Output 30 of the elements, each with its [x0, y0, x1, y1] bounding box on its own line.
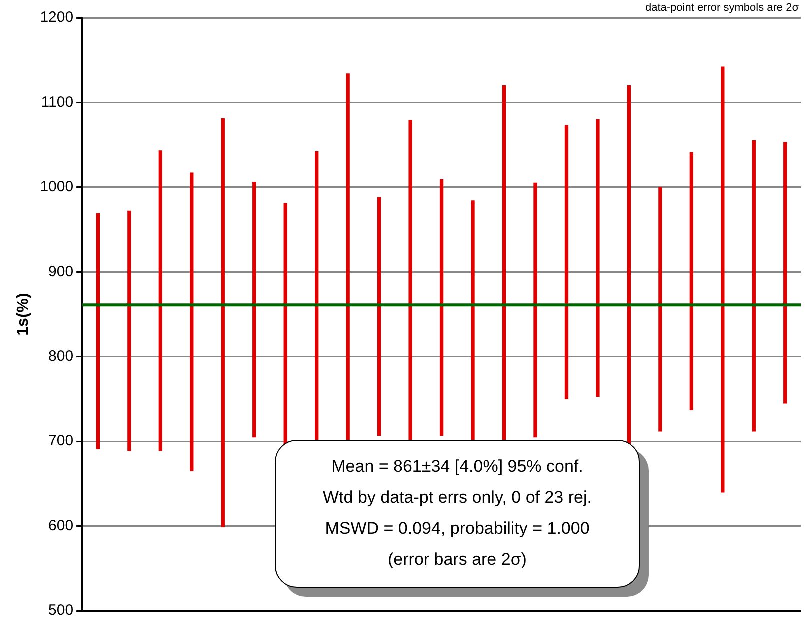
y-tick-label: 800: [48, 348, 74, 365]
y-tick-label: 500: [48, 602, 74, 620]
y-tick-label: 1100: [41, 94, 74, 111]
bar: [564, 125, 569, 400]
bar: [377, 197, 382, 436]
annotation: Wtd by data-pt errs only, 0 of 23 rej.: [322, 487, 593, 509]
bar: [440, 179, 444, 436]
annotation: (error bars are 2σ): [387, 549, 528, 571]
y-tick-label: 1200: [40, 9, 74, 26]
bar: [128, 210, 132, 452]
y-axis-title: 1s(%): [15, 293, 32, 336]
bar: [158, 150, 162, 452]
annotation: MSWD = 0.094, probability = 1.000: [324, 518, 591, 540]
bar: [784, 142, 788, 404]
y-tick-label: 600: [48, 517, 74, 534]
y-tick-label: 1000: [40, 178, 74, 196]
bar: [252, 182, 256, 438]
annotation: Mean = 861±34 [4.0%] 95% conf.: [330, 456, 584, 478]
bar: [534, 182, 538, 438]
bar: [190, 172, 194, 472]
bar: [690, 152, 694, 411]
bar: [752, 140, 756, 432]
text: data-point error symbols are 2σ: [645, 2, 799, 14]
bar: [721, 66, 725, 493]
bar: [596, 119, 600, 398]
bar: [96, 213, 100, 450]
bar: [658, 187, 662, 432]
y-tick-label: 900: [48, 263, 74, 280]
bar: [221, 118, 225, 528]
y-tick-label: 700: [48, 432, 74, 450]
